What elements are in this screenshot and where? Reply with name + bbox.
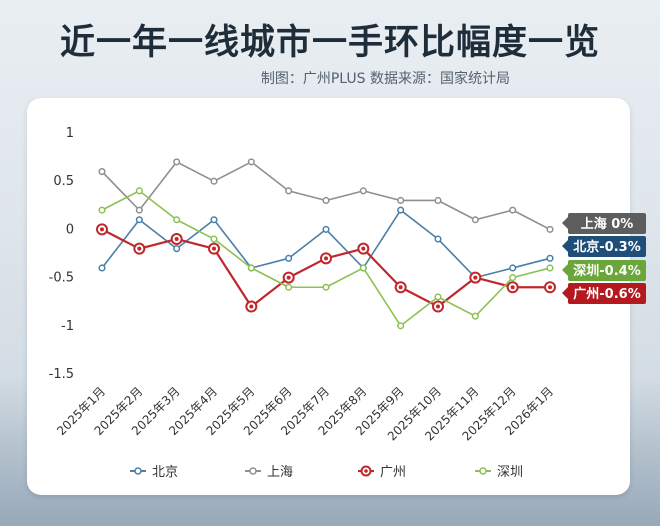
- badge-box: [568, 260, 646, 281]
- data-point: [247, 158, 255, 166]
- data-point-center: [548, 285, 552, 290]
- data-point: [434, 196, 442, 205]
- end-label-badge: 上海 0%: [562, 213, 646, 234]
- chart-card: [27, 98, 630, 495]
- data-point: [509, 274, 517, 282]
- data-point: [285, 283, 293, 291]
- data-point: [173, 158, 181, 166]
- badge-label: 上海 0%: [581, 216, 634, 232]
- data-point: [322, 225, 330, 233]
- legend-item: 深圳: [475, 465, 523, 480]
- page-subtitle: 制图：广州PLUS 数据来源：国家统计局: [260, 71, 510, 87]
- y-tick-label: 1: [66, 126, 74, 141]
- data-point-center: [174, 237, 179, 242]
- data-point: [135, 187, 143, 195]
- y-tick-label: -1.5: [49, 367, 74, 382]
- end-label-badge: 深圳-0.4%: [562, 260, 646, 281]
- data-point: [359, 187, 367, 195]
- series-line: [101, 228, 550, 308]
- data-point: [98, 264, 106, 272]
- data-point: [173, 216, 181, 224]
- data-point-center: [510, 285, 515, 290]
- y-tick-label: 0.5: [53, 174, 74, 189]
- legend-label: 深圳: [497, 465, 523, 480]
- data-point: [210, 177, 218, 185]
- data-point-center: [137, 246, 142, 251]
- badge-box: [568, 236, 646, 257]
- badge-pointer: [562, 217, 568, 229]
- y-tick-label: 0: [66, 222, 74, 237]
- data-point: [247, 264, 255, 272]
- badge-pointer: [562, 264, 568, 276]
- badge-label: 深圳-0.4%: [573, 263, 640, 279]
- data-point: [135, 206, 143, 214]
- series-广州: [96, 223, 556, 313]
- badge-pointer: [562, 287, 568, 299]
- data-point: [397, 206, 405, 214]
- data-point: [546, 225, 554, 233]
- series-line: [101, 209, 551, 279]
- badge-label: 北京-0.3%: [573, 239, 640, 255]
- legend-item: 北京: [130, 465, 178, 480]
- legend-item: 广州: [358, 465, 406, 480]
- data-point: [434, 235, 442, 243]
- badge-box: [568, 213, 646, 234]
- legend-marker: [479, 467, 487, 475]
- series-上海: [98, 158, 554, 233]
- data-point-center: [249, 304, 254, 309]
- end-label-badge: 广州-0.6%: [562, 283, 646, 304]
- data-point: [397, 196, 405, 205]
- series-layer: [96, 158, 556, 330]
- data-point: [285, 254, 293, 262]
- data-point: [397, 322, 405, 330]
- legend-marker: [249, 467, 257, 475]
- badge-pointer: [562, 240, 568, 252]
- series-深圳: [98, 187, 554, 330]
- data-point-center: [473, 275, 478, 280]
- data-point-center: [398, 285, 403, 290]
- data-point: [434, 293, 442, 301]
- data-point-center: [436, 304, 440, 309]
- series-北京: [98, 206, 554, 282]
- data-point: [359, 264, 367, 272]
- data-point: [285, 187, 293, 195]
- data-point-center: [361, 246, 366, 251]
- y-tick-label: -1: [61, 319, 74, 334]
- end-labels: 上海 0% 北京-0.3% 深圳-0.4% 广州-0.6%: [562, 213, 646, 304]
- data-point: [546, 254, 554, 262]
- data-point: [546, 264, 554, 272]
- data-point-center: [324, 256, 328, 261]
- data-point: [210, 216, 218, 224]
- end-label-badge: 北京-0.3%: [562, 236, 646, 257]
- data-point: [509, 206, 517, 214]
- data-point: [98, 168, 106, 176]
- legend-marker-center: [364, 469, 368, 473]
- data-point: [322, 283, 330, 291]
- legend-label: 北京: [152, 465, 178, 480]
- data-point: [471, 216, 479, 224]
- badge-label: 广州-0.6%: [573, 286, 640, 302]
- legend-item: 上海: [245, 465, 293, 480]
- legend-label: 上海: [267, 465, 293, 480]
- legend-marker: [134, 467, 142, 475]
- data-point-center: [100, 227, 104, 232]
- legend-label: 广州: [380, 465, 406, 480]
- y-axis: 1 0.5 0 -0.5 -1 -1.5: [49, 126, 74, 382]
- y-tick-label: -0.5: [49, 271, 74, 286]
- data-point: [173, 245, 181, 253]
- data-point: [471, 312, 479, 320]
- series-line: [101, 161, 551, 231]
- data-point: [98, 206, 106, 214]
- x-axis: 2025年1月2025年2月2025年3月2025年4月2025年5月2025年…: [54, 384, 556, 443]
- data-point: [135, 216, 143, 224]
- data-point-center: [212, 246, 216, 251]
- page-title: 近一年一线城市一手环比幅度一览: [59, 23, 600, 63]
- data-point: [322, 196, 330, 205]
- legend: 北京 上海 广州 深圳: [130, 465, 523, 480]
- data-point-center: [286, 275, 291, 280]
- data-point: [210, 235, 218, 243]
- badge-box: [568, 283, 646, 304]
- data-point: [509, 264, 517, 272]
